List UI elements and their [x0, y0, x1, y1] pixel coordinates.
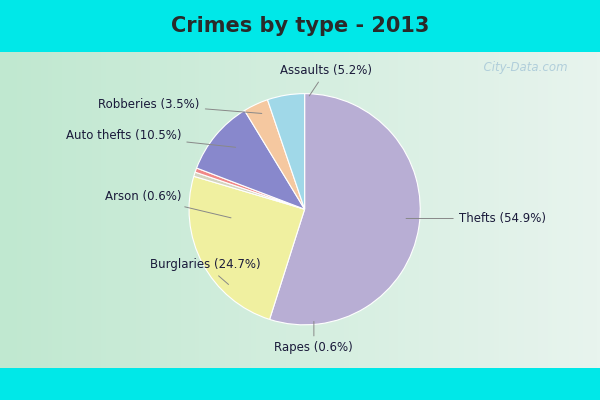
- Wedge shape: [245, 100, 305, 209]
- Wedge shape: [197, 110, 305, 209]
- Wedge shape: [189, 176, 305, 320]
- Text: Thefts (54.9%): Thefts (54.9%): [406, 212, 546, 225]
- Text: Robberies (3.5%): Robberies (3.5%): [98, 98, 262, 114]
- Wedge shape: [194, 172, 305, 209]
- Text: Rapes (0.6%): Rapes (0.6%): [274, 322, 353, 354]
- Text: Arson (0.6%): Arson (0.6%): [105, 190, 231, 218]
- Text: Crimes by type - 2013: Crimes by type - 2013: [171, 16, 429, 36]
- Text: Auto thefts (10.5%): Auto thefts (10.5%): [66, 129, 236, 147]
- Wedge shape: [268, 94, 305, 209]
- Text: Assaults (5.2%): Assaults (5.2%): [280, 64, 372, 96]
- Wedge shape: [195, 168, 305, 209]
- Text: City-Data.com: City-Data.com: [476, 62, 568, 74]
- Wedge shape: [269, 94, 420, 325]
- Text: Burglaries (24.7%): Burglaries (24.7%): [151, 258, 261, 284]
